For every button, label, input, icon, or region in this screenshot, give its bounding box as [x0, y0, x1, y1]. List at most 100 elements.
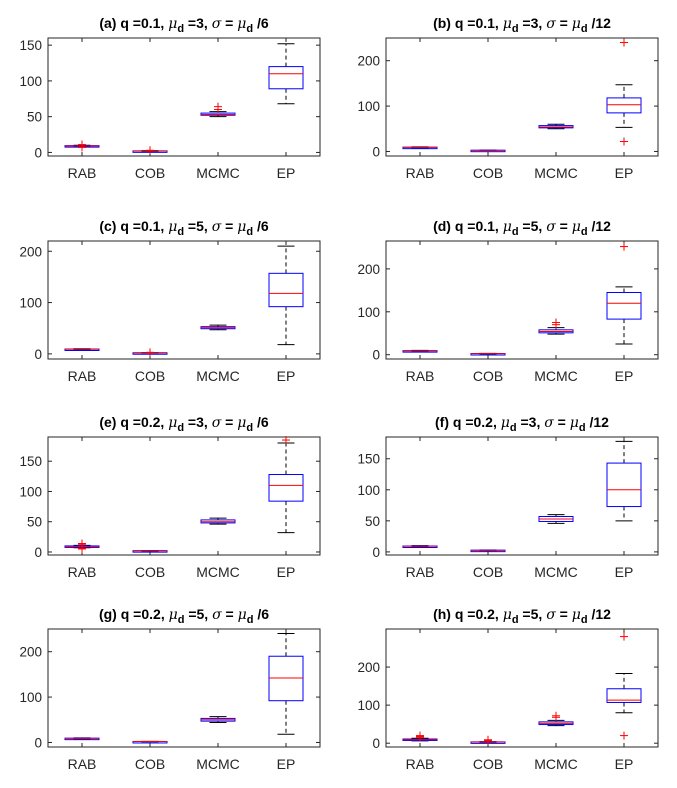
x-category-label: RAB: [406, 756, 435, 772]
box-rab: [64, 348, 100, 351]
x-category-label: EP: [615, 756, 634, 772]
y-tick-label: 0: [34, 347, 42, 362]
x-category-label: COB: [135, 756, 165, 772]
x-category-label: RAB: [68, 756, 97, 772]
box-ep: [606, 242, 642, 345]
y-tick-label: 100: [19, 690, 42, 705]
box-rab: [64, 140, 100, 152]
y-tick-label: 100: [19, 484, 42, 499]
y-tick-label: 200: [357, 660, 380, 675]
x-category-label: COB: [473, 165, 503, 181]
box-mcmc: [200, 324, 236, 331]
x-category-label: RAB: [68, 165, 97, 181]
box-rab: [402, 146, 438, 150]
box-mcmc: [200, 716, 236, 723]
x-category-label: RAB: [68, 368, 97, 384]
box-iqr: [606, 291, 642, 320]
x-category-label: EP: [277, 564, 296, 580]
box-cob: [470, 352, 506, 356]
y-tick-label: 100: [19, 296, 42, 311]
y-tick-label: 150: [19, 38, 42, 53]
outlier-marker: [620, 242, 628, 251]
subplot-title: (h) q =0.2, μd =5, σ = μd /12: [433, 606, 611, 626]
y-tick-label: 0: [34, 735, 42, 750]
outlier-marker: [552, 318, 560, 327]
outlier-marker: [416, 731, 424, 740]
plot-frame: [47, 240, 321, 360]
outlier-marker: [78, 143, 86, 152]
box-mcmc: [538, 514, 574, 524]
box-iqr: [606, 462, 642, 508]
x-category-label: EP: [277, 165, 296, 181]
plot-frame: [47, 628, 321, 748]
box-cob: [470, 549, 506, 553]
x-category-label: EP: [615, 165, 634, 181]
plot-frame: [47, 436, 321, 556]
subplot-e: (e) q =0.2, μd =3, σ = μd /6 0 50 100 150 RAB…: [19, 414, 321, 580]
y-tick-label: 50: [365, 514, 380, 529]
y-tick-label: 200: [357, 54, 380, 69]
subplot-title: (d) q =0.1, μd =5, σ = μd /12: [433, 218, 611, 238]
outlier-marker: [146, 146, 154, 155]
x-category-label: EP: [615, 564, 634, 580]
y-tick-label: 100: [357, 99, 380, 114]
box-ep: [268, 633, 304, 735]
box-cob: [470, 735, 506, 745]
x-category-label: MCMC: [534, 368, 578, 384]
box-iqr: [268, 474, 304, 502]
outlier-marker: [282, 436, 290, 445]
y-tick-label: 200: [19, 645, 42, 660]
y-tick-label: 200: [19, 244, 42, 259]
box-mcmc: [200, 102, 236, 118]
box-rab: [64, 737, 100, 741]
box-iqr: [268, 66, 304, 90]
outlier-marker: [620, 38, 628, 47]
subplot-a: (a) q =0.1, μd =3, σ = μd /6 0 50 100 150 RAB…: [19, 15, 321, 181]
box-rab: [64, 539, 100, 553]
x-category-label: EP: [615, 368, 634, 384]
outlier-marker: [484, 735, 492, 744]
outlier-marker: [146, 348, 154, 357]
plot-frame: [385, 436, 659, 556]
subplot-title: (g) q =0.2, μd =5, σ = μd /6: [99, 606, 269, 626]
box-cob: [132, 740, 168, 744]
box-rab: [402, 349, 438, 353]
plot-frame: [385, 240, 659, 360]
plot-frame: [385, 628, 659, 748]
y-tick-label: 0: [34, 545, 42, 560]
x-category-label: MCMC: [534, 756, 578, 772]
y-tick-label: 100: [357, 698, 380, 713]
x-category-label: MCMC: [196, 756, 240, 772]
x-category-label: COB: [473, 564, 503, 580]
x-category-label: EP: [277, 368, 296, 384]
x-category-label: COB: [473, 368, 503, 384]
box-ep: [606, 38, 642, 146]
box-rab: [402, 545, 438, 548]
subplot-title: (c) q =0.1, μd =5, σ = μd /6: [99, 218, 268, 238]
subplot-title: (f) q =0.2, μd =3, σ = μd /12: [435, 414, 609, 434]
box-ep: [606, 632, 642, 740]
x-category-label: RAB: [68, 564, 97, 580]
y-tick-label: 0: [372, 348, 380, 363]
outlier-marker: [78, 544, 86, 553]
box-mcmc: [538, 123, 574, 130]
x-category-label: MCMC: [196, 564, 240, 580]
subplot-c: (c) q =0.1, μd =5, σ = μd /6 0 100 200 RAB CO…: [19, 218, 321, 384]
box-mcmc: [538, 318, 574, 335]
x-category-label: COB: [135, 165, 165, 181]
y-tick-label: 200: [357, 262, 380, 277]
box-ep: [268, 43, 304, 105]
subplot-h: (h) q =0.2, μd =5, σ = μd /12 0 100 200 RAB C…: [357, 606, 659, 772]
y-tick-label: 50: [27, 515, 42, 530]
y-tick-label: 0: [372, 736, 380, 751]
box-mcmc: [538, 711, 574, 727]
subplot-title: (a) q =0.1, μd =3, σ = μd /6: [99, 15, 268, 35]
box-ep: [606, 440, 642, 522]
y-tick-label: 150: [19, 454, 42, 469]
box-iqr: [606, 97, 642, 114]
outlier-marker: [552, 711, 560, 720]
outlier-marker: [620, 731, 628, 740]
x-category-label: COB: [473, 756, 503, 772]
y-tick-label: 100: [357, 483, 380, 498]
